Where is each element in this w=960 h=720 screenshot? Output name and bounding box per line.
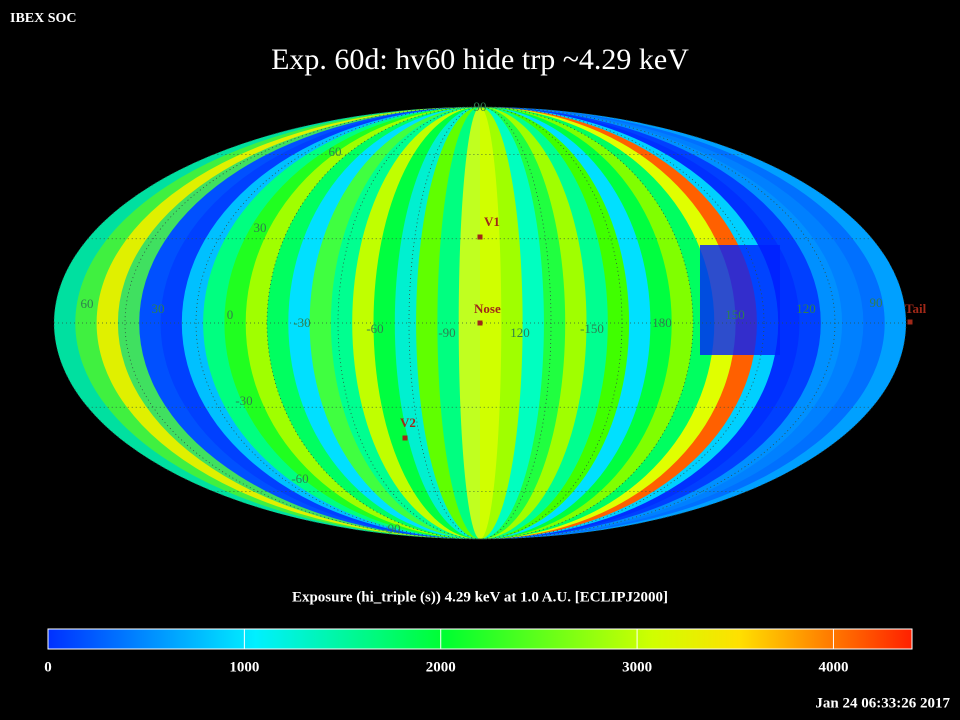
- marker-dot: [907, 319, 913, 325]
- graticule: [195, 106, 765, 540]
- longitude-label: 120: [510, 325, 530, 340]
- title: Exp. 60d: hv60 hide trp ~4.29 keV: [271, 43, 689, 76]
- longitude-label: 150: [725, 307, 745, 322]
- latitude-label: 60: [329, 144, 342, 159]
- longitude-label: 30: [152, 301, 165, 316]
- longitude-label: 180: [652, 315, 672, 330]
- map-band: [458, 107, 480, 539]
- colorbar-tick-label: 2000: [426, 659, 456, 675]
- marker-label: V2: [400, 415, 416, 430]
- graticule: [53, 106, 907, 540]
- graticule: [266, 106, 694, 540]
- longitude-label: -150: [580, 321, 604, 336]
- colorbar-tick-label: 1000: [229, 659, 259, 675]
- marker-label: Nose: [474, 301, 501, 316]
- latitude-label: 90: [474, 99, 487, 114]
- colorbar-ticks: 0 1000 2000 3000 4000: [44, 629, 848, 675]
- colorbar-tick-label: 0: [44, 659, 52, 675]
- colorbar: [47, 628, 913, 650]
- longitude-label: 60: [81, 296, 94, 311]
- latitude-label: -60: [291, 471, 308, 486]
- longitude-label: -30: [293, 315, 310, 330]
- header: IBEX SOC: [10, 11, 77, 26]
- sky-map: 60 30 0 -30 -60 -90 120 -150 180 150 120 90 90 60 30 -3…: [53, 99, 927, 540]
- colorbar-tick-label: 4000: [818, 659, 848, 675]
- marker-dot: [477, 320, 483, 326]
- latitude-label: 30: [254, 220, 267, 235]
- longitude-label: -90: [438, 325, 455, 340]
- marker-dot: [402, 435, 408, 441]
- latitude-label: -90: [383, 521, 400, 536]
- colorbar-label: Exposure (hi_triple (s)) 4.29 keV at 1.0…: [292, 589, 668, 605]
- timestamp: Jan 24 06:33:26 2017: [815, 695, 950, 711]
- longitude-label: 0: [227, 307, 234, 322]
- marker-label: Tail: [905, 301, 927, 316]
- longitude-label: -60: [366, 321, 383, 336]
- marker-label: V1: [484, 214, 500, 229]
- latitude-label: -30: [235, 393, 252, 408]
- longitude-label: 120: [796, 301, 816, 316]
- marker-dot: [477, 234, 483, 240]
- colorbar-tick-label: 3000: [622, 659, 652, 675]
- map-patch: [700, 245, 780, 355]
- longitude-label: 90: [870, 295, 883, 310]
